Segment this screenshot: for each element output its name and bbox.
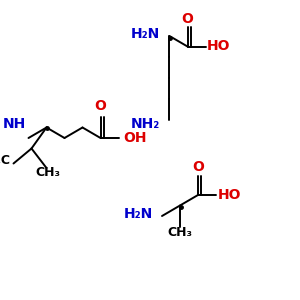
Text: O: O [94, 100, 106, 113]
Text: H₂N: H₂N [131, 28, 160, 41]
Text: HO: HO [218, 188, 241, 202]
Text: O: O [192, 160, 204, 173]
Text: NH: NH [2, 118, 26, 131]
Text: HO: HO [207, 40, 230, 53]
Text: H₂N: H₂N [124, 208, 153, 221]
Text: NH₂: NH₂ [131, 118, 160, 131]
Text: H₃C: H₃C [0, 154, 11, 167]
Text: CH₃: CH₃ [35, 166, 61, 179]
Text: O: O [182, 12, 194, 26]
Text: OH: OH [123, 131, 146, 145]
Text: CH₃: CH₃ [167, 226, 193, 239]
